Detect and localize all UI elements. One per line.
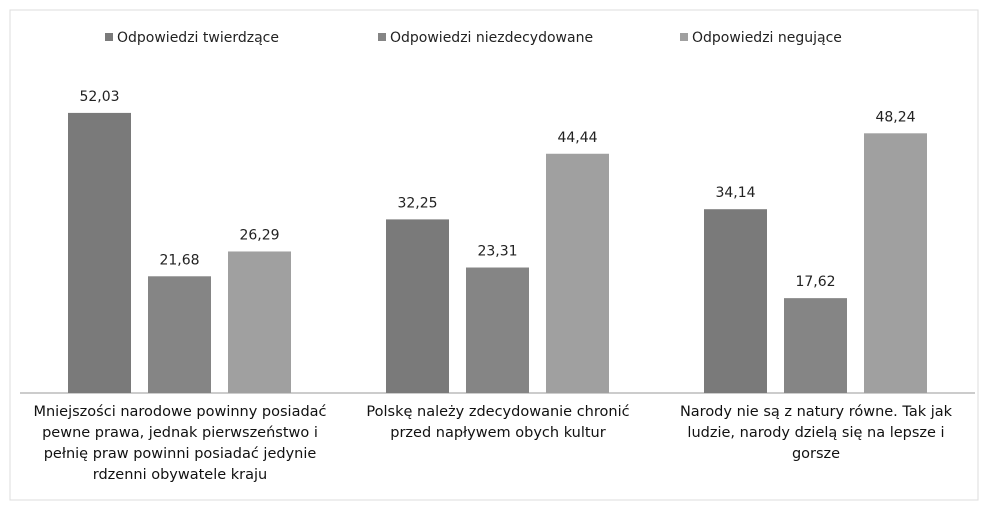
value-label: 21,68 bbox=[159, 252, 199, 268]
value-label: 23,31 bbox=[477, 244, 517, 260]
frame bbox=[9, 9, 979, 501]
legend-swatch bbox=[105, 33, 113, 41]
legend-label: Odpowiedzi niezdecydowane bbox=[390, 30, 593, 46]
bar bbox=[68, 112, 131, 394]
x-tick-label: Polskę należy zdecydowanie chronić przed… bbox=[366, 404, 630, 441]
value-label: 52,03 bbox=[79, 89, 119, 105]
value-label: 34,14 bbox=[715, 185, 755, 201]
bar bbox=[704, 209, 767, 393]
bar bbox=[546, 153, 609, 393]
x-tick-label: Mniejszości narodowe powinny posiadać pe… bbox=[33, 404, 327, 483]
bar bbox=[228, 251, 291, 393]
legend-label: Odpowiedzi twierdzące bbox=[117, 30, 279, 46]
bar bbox=[386, 219, 449, 393]
value-label: 48,24 bbox=[875, 109, 915, 125]
value-label: 17,62 bbox=[795, 274, 835, 290]
bar bbox=[148, 276, 211, 393]
legend-label: Odpowiedzi negujące bbox=[692, 30, 842, 46]
legend-swatch bbox=[378, 33, 386, 41]
bar bbox=[784, 298, 847, 393]
bar bbox=[466, 267, 529, 393]
value-label: 44,44 bbox=[557, 130, 597, 146]
x-tick-label: Narody nie są z natury równe. Tak jak lu… bbox=[679, 404, 953, 462]
value-label: 26,29 bbox=[239, 227, 279, 243]
legend-swatch bbox=[680, 33, 688, 41]
bar bbox=[864, 133, 927, 394]
value-label: 32,25 bbox=[397, 195, 437, 211]
